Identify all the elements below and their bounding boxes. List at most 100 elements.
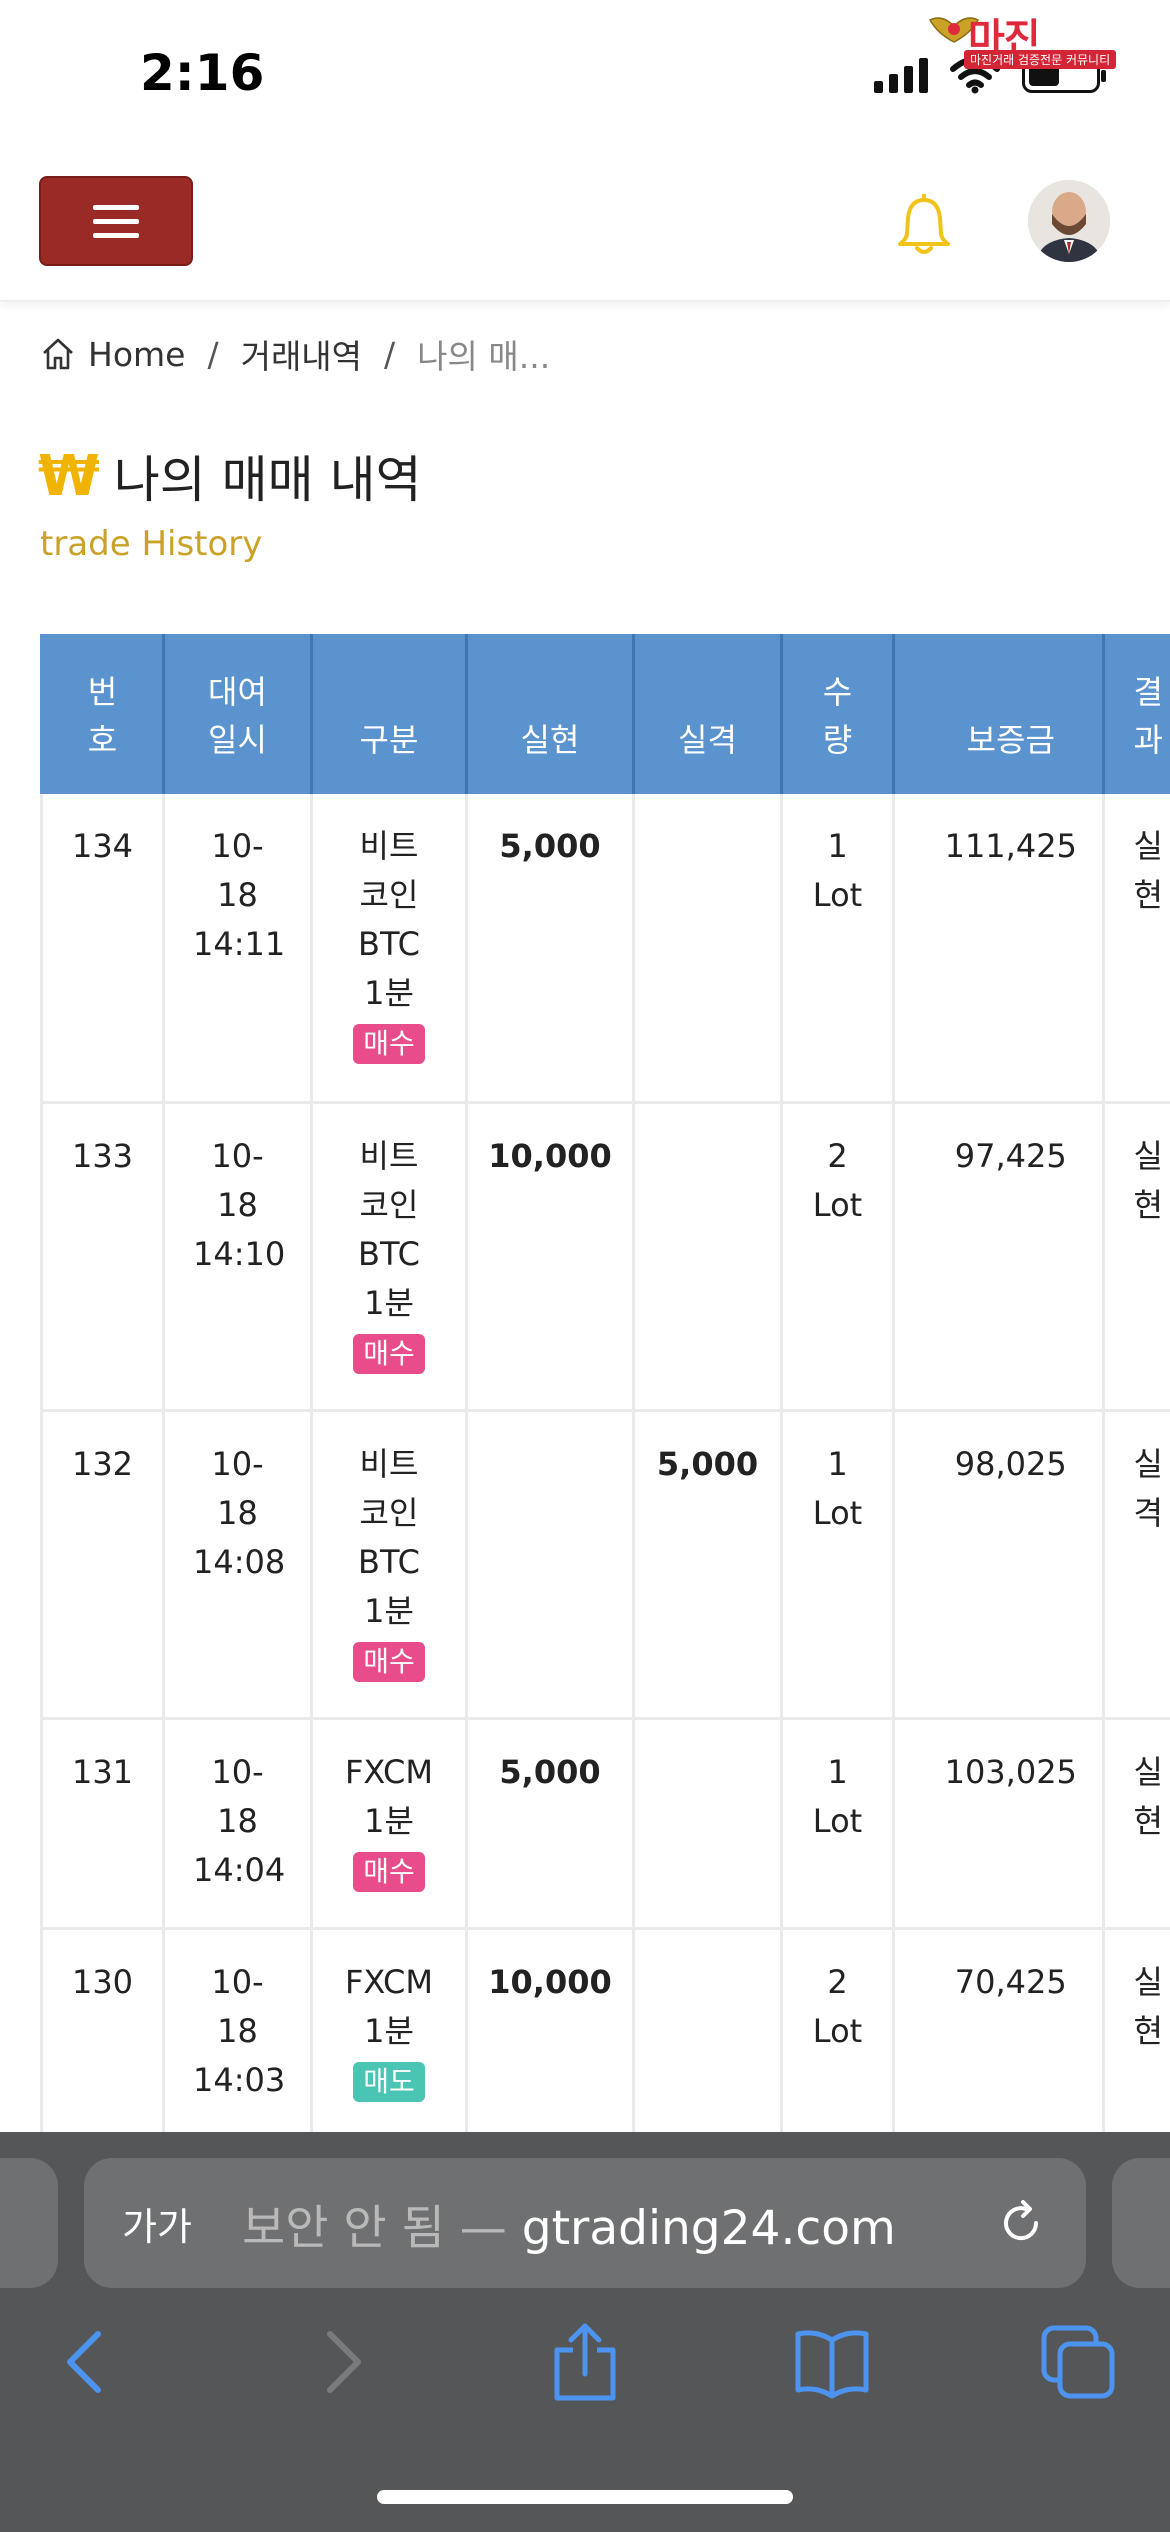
- watermark-logo: 마진 마진거래 검증전문 커뮤니티: [928, 6, 1160, 69]
- cell-loss: [632, 794, 782, 1104]
- breadcrumb: Home / 거래내역 / 나의 매...: [40, 330, 550, 378]
- insecure-label: 보안 안 됨 —: [242, 2200, 507, 2256]
- page-title: ₩ 나의 매매 내역: [38, 440, 422, 512]
- cell-profit: 10,000: [465, 1102, 634, 1412]
- trade-history-table-container[interactable]: 번호 대여일시 구분 실현 실격 수량 보증금 결과 134 10-18 14:1…: [40, 634, 1170, 2134]
- cell-gap: [892, 1928, 920, 2134]
- page-title-text: 나의 매매 내역: [113, 451, 422, 509]
- breadcrumb-separator: /: [384, 334, 396, 374]
- status-time: 2:16: [140, 44, 265, 102]
- cell-margin: 98,025: [919, 1410, 1104, 1720]
- cell-margin: 70,425: [919, 1928, 1104, 2134]
- product-name: 비트코인 BTC 1분: [358, 1444, 420, 1630]
- cell-result: 실현: [1102, 1102, 1170, 1412]
- cell-loss: [632, 1718, 782, 1930]
- cell-no: 131: [40, 1718, 164, 1930]
- home-indicator[interactable]: [377, 2490, 793, 2504]
- cellular-signal-icon: [874, 57, 928, 93]
- cell-qty: 2 Lot: [780, 1928, 894, 2134]
- side-badge: 매수: [353, 1851, 425, 1892]
- cell-margin: 111,425: [919, 794, 1104, 1104]
- wing-emblem-icon: [928, 17, 980, 43]
- cell-result: 실현: [1102, 1928, 1170, 2134]
- table-row[interactable]: 133 10-18 14:10 비트코인 BTC 1분 매수 10,000 2 Lot 97…: [40, 1102, 1170, 1412]
- bell-icon[interactable]: [894, 194, 954, 258]
- app-header: [0, 150, 1170, 302]
- breadcrumb-home-link[interactable]: Home: [88, 334, 186, 374]
- header-profit[interactable]: 실현: [465, 634, 634, 794]
- cell-no: 133: [40, 1102, 164, 1412]
- cell-gap: [892, 1410, 920, 1720]
- page-subtitle: trade History: [40, 524, 263, 564]
- table-row[interactable]: 134 10-18 14:11 비트코인 BTC 1분 매수 5,000 1 Lot 111…: [40, 794, 1170, 1104]
- next-tab-peek[interactable]: [1112, 2158, 1170, 2288]
- battery-level: [1029, 64, 1059, 86]
- share-icon[interactable]: [543, 2320, 627, 2404]
- cell-no: 132: [40, 1410, 164, 1720]
- cell-qty: 2 Lot: [780, 1102, 894, 1412]
- won-currency-icon: ₩: [38, 443, 100, 509]
- header-result[interactable]: 결과: [1102, 634, 1170, 794]
- header-no[interactable]: 번호: [40, 634, 164, 794]
- header-margin[interactable]: 보증금: [919, 634, 1104, 794]
- side-badge: 매수: [353, 1641, 425, 1682]
- cell-margin: 97,425: [919, 1102, 1104, 1412]
- bookmarks-icon[interactable]: [790, 2320, 874, 2404]
- table-row[interactable]: 132 10-18 14:08 비트코인 BTC 1분 매수 5,000 1 Lot 98,…: [40, 1410, 1170, 1720]
- cell-loss: [632, 1102, 782, 1412]
- product-name: FXCM 1분: [345, 1752, 433, 1840]
- home-icon: [43, 338, 73, 370]
- cell-time: 10-18 14:04: [162, 1718, 312, 1930]
- cell-time: 10-18 14:11: [162, 794, 312, 1104]
- header-type[interactable]: 구분: [310, 634, 467, 794]
- cell-profit: 5,000: [465, 794, 634, 1104]
- side-badge: 매수: [353, 1333, 425, 1374]
- product-name: FXCM 1분: [345, 1962, 433, 2050]
- url-display[interactable]: 보안 안 됨 — gtrading24.com: [242, 2189, 896, 2258]
- reload-icon[interactable]: [996, 2198, 1046, 2248]
- cell-gap: [892, 1102, 920, 1412]
- cell-qty: 1 Lot: [780, 1410, 894, 1720]
- breadcrumb-section-link[interactable]: 거래내역: [240, 337, 363, 376]
- table-row[interactable]: 131 10-18 14:04 FXCM 1분 매수 5,000 1 Lot 103,025…: [40, 1718, 1170, 1930]
- product-name: 비트코인 BTC 1분: [358, 1136, 420, 1322]
- cell-time: 10-18 14:08: [162, 1410, 312, 1720]
- hamburger-icon-line: [93, 204, 139, 210]
- status-bar: 2:16 마진 마진거래 검증전문 커뮤니티: [0, 0, 1170, 150]
- avatar-portrait-icon: [1028, 180, 1110, 262]
- cell-time: 10-18 14:10: [162, 1102, 312, 1412]
- cell-result: 실현: [1102, 794, 1170, 1104]
- cell-loss: 5,000: [632, 1410, 782, 1720]
- browser-toolbar: [0, 2308, 1170, 2418]
- back-icon[interactable]: [46, 2320, 130, 2404]
- address-bar[interactable]: 가가 보안 안 됨 — gtrading24.com: [84, 2158, 1086, 2288]
- cell-gap: [892, 794, 920, 1104]
- header-time[interactable]: 대여일시: [162, 634, 312, 794]
- cell-qty: 1 Lot: [780, 1718, 894, 1930]
- cell-result: 실현: [1102, 1718, 1170, 1930]
- cell-time: 10-18 14:03: [162, 1928, 312, 2134]
- trade-history-table: 번호 대여일시 구분 실현 실격 수량 보증금 결과 134 10-18 14:1…: [40, 634, 1170, 2134]
- hamburger-menu-button[interactable]: [39, 176, 193, 266]
- header-qty[interactable]: 수량: [780, 634, 894, 794]
- cell-margin: 103,025: [919, 1718, 1104, 1930]
- previous-tab-peek[interactable]: [0, 2158, 58, 2288]
- tabs-icon[interactable]: [1036, 2320, 1120, 2404]
- hamburger-icon-line: [93, 232, 139, 238]
- cell-gap: [892, 1718, 920, 1930]
- side-badge: 매수: [353, 1024, 425, 1064]
- user-avatar[interactable]: [1028, 180, 1110, 262]
- breadcrumb-separator: /: [207, 334, 219, 374]
- cell-profit: 10,000: [465, 1928, 634, 2134]
- side-badge: 매도: [353, 2061, 425, 2102]
- browser-bottom-bar: 가가 보안 안 됨 — gtrading24.com: [0, 2132, 1170, 2532]
- header-loss[interactable]: 실격: [632, 634, 782, 794]
- forward-icon[interactable]: [298, 2320, 382, 2404]
- page-settings-button[interactable]: 가가: [122, 2204, 192, 2249]
- breadcrumb-current: 나의 매...: [417, 337, 551, 376]
- cell-no: 134: [40, 794, 164, 1104]
- table-row[interactable]: 130 10-18 14:03 FXCM 1분 매도 10,000 2 Lot 70,425…: [40, 1928, 1170, 2134]
